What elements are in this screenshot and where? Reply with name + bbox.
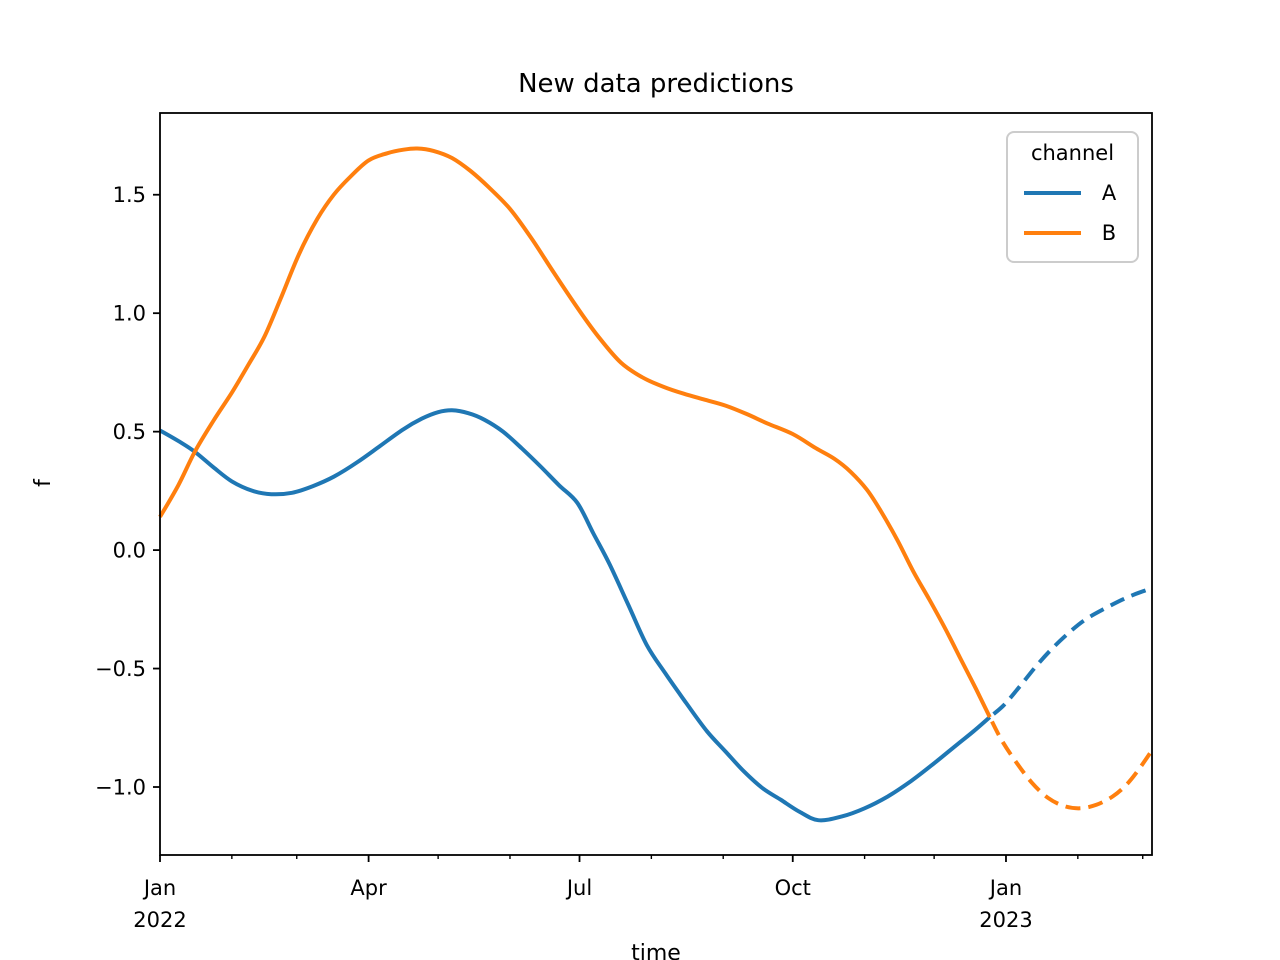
legend-entry-label: B	[1101, 221, 1117, 245]
y-tick-label: 1.0	[113, 302, 146, 326]
legend-entry-A: A	[1008, 173, 1137, 213]
x-tick-label: Jan	[988, 876, 1022, 900]
x-tick-label: 2023	[979, 908, 1032, 932]
y-tick-label: 0.0	[113, 539, 146, 563]
legend-line-swatch-A	[1024, 191, 1081, 195]
legend-entry-B: B	[1008, 213, 1137, 253]
series-line-A	[159, 408, 992, 823]
series-line-B	[158, 146, 992, 719]
plot-frame	[159, 112, 1153, 856]
chart-title: New data predictions	[518, 69, 794, 99]
x-tick-label: Oct	[775, 876, 811, 900]
series-line-B-prediction	[988, 716, 1154, 811]
x-axis-label: time	[631, 941, 681, 960]
y-tick-label: 0.5	[113, 420, 146, 444]
legend-line-swatch-B	[1024, 231, 1081, 235]
series-line-A-prediction	[988, 586, 1153, 719]
x-tick-label: Jan	[142, 876, 176, 900]
y-tick-label: −0.5	[95, 657, 146, 681]
x-tick-label: Apr	[350, 876, 387, 900]
legend: channel A B	[1006, 131, 1139, 263]
x-tick-label: Jul	[565, 876, 592, 900]
y-tick-label: 1.5	[113, 183, 146, 207]
legend-entry-label: A	[1101, 181, 1117, 205]
legend-title: channel	[1030, 141, 1115, 165]
y-axis-label: f	[31, 479, 56, 487]
y-tick-label: −1.0	[95, 776, 146, 800]
series-group	[158, 146, 1154, 823]
x-tick-label: 2022	[133, 908, 186, 932]
